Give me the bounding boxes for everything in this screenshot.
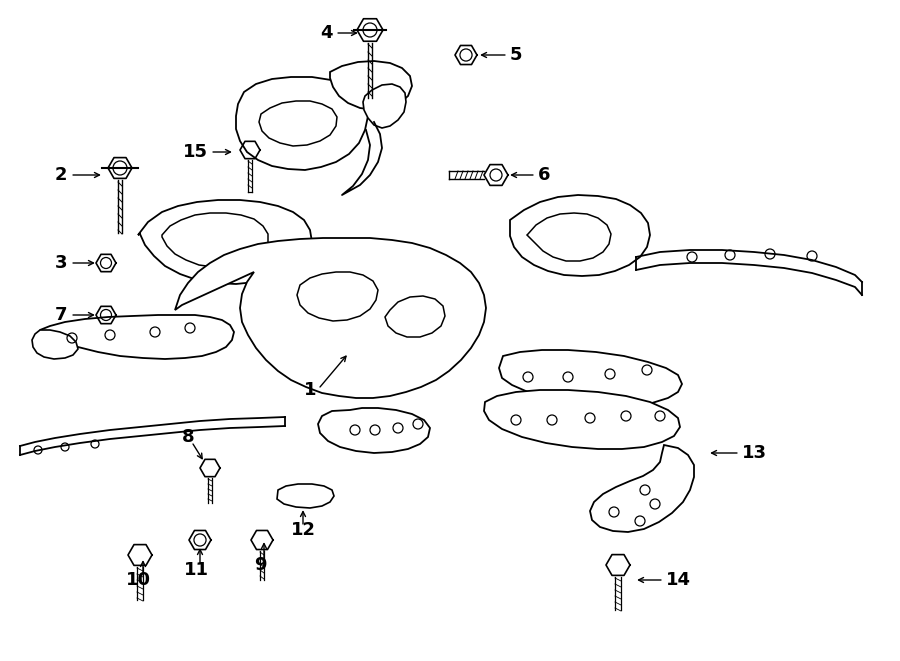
- Polygon shape: [40, 315, 234, 359]
- Polygon shape: [32, 330, 78, 359]
- Polygon shape: [363, 84, 406, 128]
- Polygon shape: [510, 195, 650, 276]
- Text: 4: 4: [320, 24, 333, 42]
- Polygon shape: [277, 484, 334, 508]
- Text: 3: 3: [55, 254, 67, 272]
- Polygon shape: [175, 238, 486, 398]
- Text: 11: 11: [184, 561, 209, 579]
- Polygon shape: [162, 213, 268, 267]
- Polygon shape: [499, 350, 682, 407]
- Polygon shape: [590, 445, 694, 532]
- Text: 10: 10: [125, 571, 150, 589]
- Polygon shape: [385, 296, 445, 337]
- Polygon shape: [236, 77, 368, 170]
- Text: 14: 14: [666, 571, 691, 589]
- Text: 7: 7: [55, 306, 67, 324]
- Polygon shape: [318, 408, 430, 453]
- Polygon shape: [527, 213, 611, 261]
- Polygon shape: [259, 101, 337, 146]
- Text: 2: 2: [55, 166, 67, 184]
- Text: 5: 5: [510, 46, 523, 64]
- Text: 8: 8: [182, 428, 194, 446]
- Text: 1: 1: [304, 381, 316, 399]
- Text: 15: 15: [183, 143, 208, 161]
- Polygon shape: [330, 61, 412, 110]
- Text: 13: 13: [742, 444, 767, 462]
- Text: 6: 6: [538, 166, 551, 184]
- Polygon shape: [138, 200, 312, 284]
- Text: 9: 9: [254, 556, 266, 574]
- Text: 12: 12: [291, 521, 316, 539]
- Polygon shape: [484, 390, 680, 449]
- Polygon shape: [297, 272, 378, 321]
